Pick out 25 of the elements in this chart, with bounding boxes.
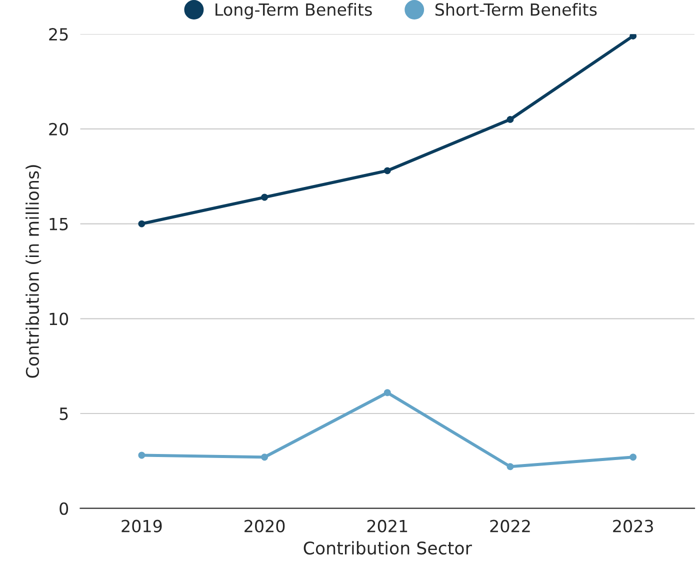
y-tick-label: 5 — [60, 408, 68, 420]
point — [261, 194, 268, 201]
point — [630, 34, 637, 40]
point — [506, 463, 514, 470]
legend-label: Long-Term Benefits — [216, 2, 372, 20]
point — [138, 220, 146, 228]
legend-label: Short-Term Benefits — [435, 2, 597, 16]
x-tick-label: 2021 — [367, 520, 408, 532]
point — [138, 452, 146, 459]
y-axis-title: Contribution (in millions) — [26, 165, 42, 378]
y-tick-label: 20 — [49, 122, 68, 136]
point — [384, 167, 391, 174]
x-tick-label: 2022 — [490, 520, 530, 532]
point — [384, 389, 391, 396]
y-tick-label: 25 — [49, 28, 68, 41]
y-tick-label: 0 — [60, 502, 68, 515]
y-tick-label: 10 — [50, 312, 68, 326]
point — [506, 116, 514, 123]
x-axis-title: Contribution Sector — [304, 541, 472, 555]
y-tick-label: 15 — [50, 218, 68, 230]
x-tick-label: 2019 — [122, 520, 162, 532]
x-tick-label: 2020 — [244, 520, 285, 532]
x-tick-label: 2023 — [613, 520, 653, 532]
point — [630, 454, 637, 461]
point — [261, 454, 268, 461]
